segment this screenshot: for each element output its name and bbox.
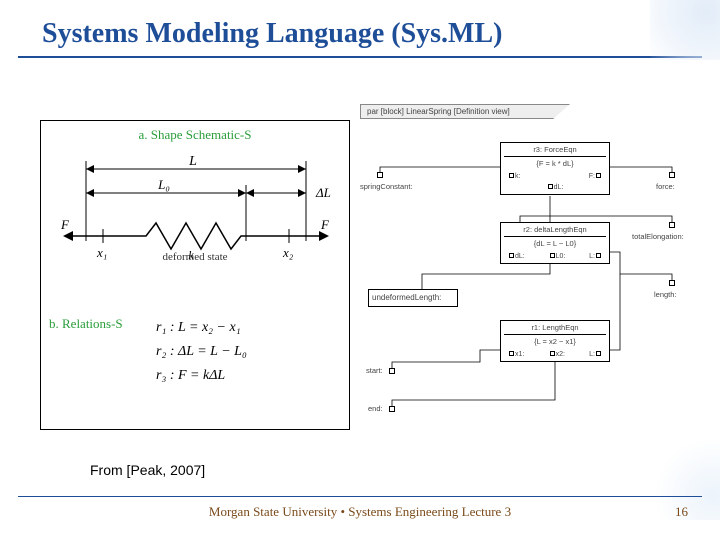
port-r3-dl: dL: xyxy=(547,183,564,192)
corner-decoration-top xyxy=(650,0,720,60)
ext-port-totalelongation xyxy=(669,222,675,228)
eq-1: r₁ : L = x₂ − x₁ xyxy=(156,316,247,340)
slide-title: Systems Modeling Language (Sys.ML) xyxy=(18,0,702,58)
section-a-label: a. Shape Schematic-S xyxy=(139,127,252,143)
label-totalelongation: totalElongation: xyxy=(632,232,684,241)
eq-3: r₃ : F = kΔL xyxy=(156,364,247,388)
port-r1-l: L: xyxy=(589,350,602,359)
svg-text:F: F xyxy=(320,217,330,232)
port-r2-l0: L0: xyxy=(549,252,566,261)
svg-text:x₂: x₂ xyxy=(282,245,294,260)
svg-text:L: L xyxy=(188,154,197,169)
footer-rule xyxy=(18,496,702,497)
eq-2: r₂ : ΔL = L − L₀ xyxy=(156,340,247,364)
block-r2-title: r2: deltaLengthEqn xyxy=(504,225,606,237)
svg-text:L₀: L₀ xyxy=(157,177,170,192)
citation: From [Peak, 2007] xyxy=(90,462,205,478)
block-r3-force-eqn: r3: ForceEqn {F = k * dL} k: F: dL: xyxy=(500,142,610,195)
port-r2-dl: dL: xyxy=(508,252,525,261)
content-area: a. Shape Schematic-S L L₀ ΔL xyxy=(40,80,680,440)
label-length: length: xyxy=(654,290,677,299)
block-r3-title: r3: ForceEqn xyxy=(504,145,606,157)
deformed-label: deformed state xyxy=(162,251,227,263)
port-r1-x1: x1: xyxy=(508,350,524,359)
port-r2-l: L: xyxy=(589,252,602,261)
port-r3-k: k: xyxy=(508,172,520,181)
schematic-panel: a. Shape Schematic-S L L₀ ΔL xyxy=(40,120,350,430)
svg-text:ΔL: ΔL xyxy=(315,185,331,200)
footer-text: Morgan State University • Systems Engine… xyxy=(0,504,720,520)
ext-port-start xyxy=(389,368,395,374)
block-r1-body: {L = x2 − x1} xyxy=(504,336,606,348)
page-number: 16 xyxy=(675,504,688,520)
label-force: force: xyxy=(656,182,675,191)
block-r2-body: {dL = L − L0} xyxy=(504,238,606,250)
block-r1-title: r1: LengthEqn xyxy=(504,323,606,335)
svg-text:x₁: x₁ xyxy=(96,245,107,260)
port-r3-f: F: xyxy=(589,172,602,181)
section-b-label: b. Relations-S xyxy=(49,316,123,332)
block-r1-length-eqn: r1: LengthEqn {L = x2 − x1} x1: x2: L: xyxy=(500,320,610,362)
label-undeformedlength: undeformedLength: xyxy=(372,293,441,302)
port-r1-x2: x2: xyxy=(549,350,565,359)
label-start: start: xyxy=(366,366,383,375)
label-springconstant: springConstant: xyxy=(360,182,413,191)
ext-port-springconstant xyxy=(377,172,383,178)
label-end: end: xyxy=(368,404,383,413)
block-r3-body: {F = k * dL} xyxy=(504,158,606,170)
ext-port-length xyxy=(669,280,675,286)
relations-equations: r₁ : L = x₂ − x₁ r₂ : ΔL = L − L₀ r₃ : F… xyxy=(156,316,247,387)
ext-port-force xyxy=(669,172,675,178)
svg-text:F: F xyxy=(61,217,70,232)
label-undeformedlength-box: undeformedLength: xyxy=(368,289,458,307)
ext-port-end xyxy=(389,406,395,412)
sysml-parametric-diagram: par [block] LinearSpring [Definition vie… xyxy=(360,104,690,434)
block-r2-deltalength-eqn: r2: deltaLengthEqn {dL = L − L0} dL: L0:… xyxy=(500,222,610,264)
